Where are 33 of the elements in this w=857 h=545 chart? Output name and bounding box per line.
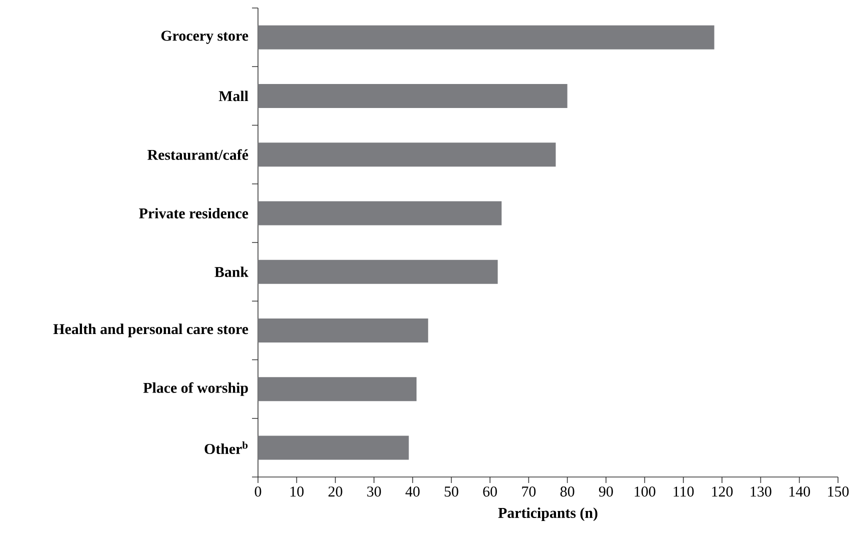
x-tick-label: 90	[599, 486, 613, 497]
x-tick-label: 100	[634, 486, 656, 497]
x-tick-label: 10	[290, 486, 304, 497]
x-tick-label: 60	[483, 486, 497, 497]
bar	[258, 142, 556, 167]
bar	[258, 84, 568, 108]
x-tick-label: 130	[750, 486, 772, 497]
x-tick-label: 70	[522, 486, 536, 497]
x-tick-label: 0	[254, 486, 262, 497]
x-tick-label: 20	[328, 486, 342, 497]
x-tick-label: 120	[712, 486, 733, 497]
bar	[258, 377, 417, 402]
y-tick-label: Mall	[218, 90, 248, 102]
x-tick-label: 150	[828, 486, 849, 497]
bar	[258, 436, 409, 460]
bar	[258, 260, 498, 284]
x-tick-label: 50	[444, 486, 458, 497]
x-axis-title: Participants (n)	[498, 507, 598, 522]
bar	[258, 201, 502, 226]
y-tick-label: Place of worship	[143, 382, 248, 396]
x-tick-label: 30	[367, 486, 381, 497]
x-tick-label: 110	[674, 486, 694, 497]
y-tick-label: Other$^{b}$	[204, 441, 248, 454]
y-tick-label: Grocery store	[161, 30, 248, 44]
x-tick-label: 40	[405, 486, 420, 497]
x-tick-label: 80	[560, 486, 574, 497]
y-tick-label: Health and personal care store	[53, 324, 248, 338]
y-tick-label: Bank	[214, 266, 248, 278]
bar	[258, 318, 428, 342]
bar	[258, 25, 714, 50]
y-tick-label: Restaurant/café	[147, 149, 248, 160]
x-tick-label: 140	[789, 486, 810, 497]
y-tick-label: Private residence	[139, 208, 248, 218]
